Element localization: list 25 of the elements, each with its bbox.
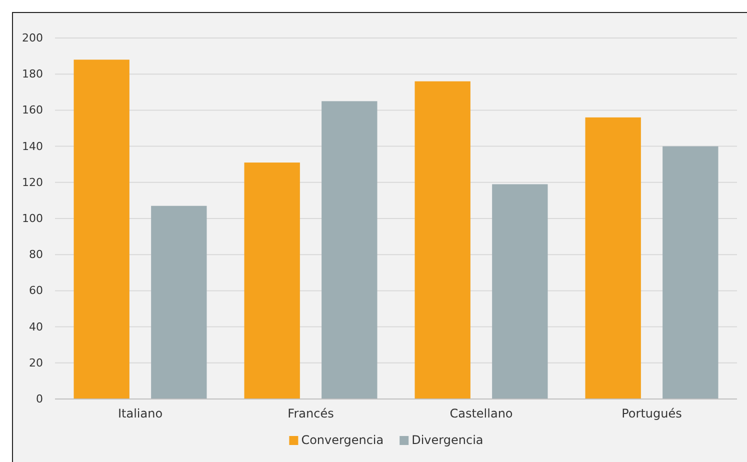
y-tick-label: 60	[29, 284, 43, 298]
y-tick-label: 100	[22, 212, 43, 226]
y-tick-label: 20	[29, 356, 43, 370]
y-tick-label: 180	[22, 68, 43, 81]
bar	[322, 101, 378, 399]
y-tick-label: 80	[29, 248, 43, 262]
bar	[151, 206, 207, 399]
y-tick-label: 0	[36, 392, 43, 406]
bar	[74, 60, 130, 399]
legend-label: Convergencia	[301, 433, 384, 447]
x-tick-label: Castellano	[450, 406, 513, 421]
bar	[414, 81, 470, 399]
bar	[662, 146, 718, 399]
legend-label: Divergencia	[412, 433, 484, 447]
bar	[244, 162, 300, 399]
y-tick-label: 160	[22, 104, 43, 117]
bar	[585, 117, 641, 399]
x-tick-label: Francés	[288, 406, 334, 421]
x-tick-label: Italiano	[118, 406, 163, 421]
bar	[492, 184, 548, 399]
y-tick-label: 200	[22, 32, 43, 45]
y-tick-label: 140	[22, 140, 43, 153]
y-tick-label: 40	[29, 320, 43, 334]
x-tick-label: Portugués	[622, 406, 682, 421]
y-tick-label: 120	[22, 176, 43, 189]
